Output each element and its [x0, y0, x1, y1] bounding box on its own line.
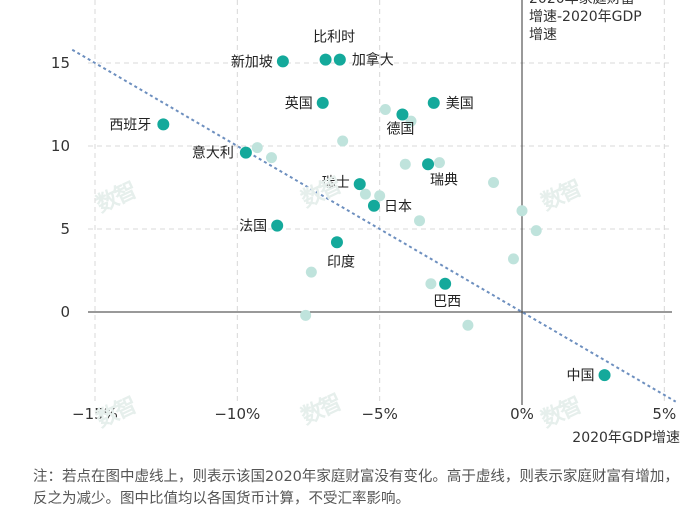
country-label: 德国 — [386, 121, 414, 137]
background-point — [433, 157, 445, 169]
country-point — [276, 55, 289, 68]
x-axis-label: 2020年GDP增速 — [572, 430, 680, 446]
background-point — [488, 177, 500, 189]
country-point — [316, 96, 329, 109]
background-point — [374, 190, 386, 202]
background-point — [251, 142, 263, 154]
x-tick-label: 0% — [510, 405, 534, 423]
country-label: 巴西 — [433, 294, 461, 310]
country-point — [598, 369, 611, 382]
country-label: 印度 — [327, 254, 355, 270]
y-tick-label: 5 — [60, 220, 70, 238]
background-point — [300, 309, 312, 321]
country-point — [157, 118, 170, 131]
background-point — [530, 225, 542, 237]
country-label: 美国 — [446, 96, 474, 112]
country-point — [422, 158, 435, 171]
country-point — [271, 219, 284, 232]
x-tick-label: 5% — [652, 405, 676, 423]
background-point — [265, 152, 277, 164]
country-point — [396, 108, 409, 121]
footnote: 注：若点在图中虚线上，则表示该国2020年家庭财富没有变化。高于虚线，则表示家庭… — [33, 469, 679, 507]
country-point — [239, 146, 252, 159]
background-point — [425, 278, 437, 290]
background-point — [462, 319, 474, 331]
background-point — [379, 103, 391, 115]
country-point — [427, 96, 440, 109]
country-point — [330, 236, 343, 249]
x-tick-label: −5% — [361, 405, 397, 423]
background-point — [305, 266, 317, 278]
country-point — [353, 178, 366, 191]
background-point — [414, 215, 426, 227]
background-point — [399, 158, 411, 170]
country-point — [367, 199, 380, 212]
y-tick-label: 10 — [51, 137, 70, 155]
background-point — [507, 253, 519, 265]
country-label: 法国 — [239, 219, 267, 235]
country-point — [333, 53, 346, 66]
country-point — [439, 277, 452, 290]
x-tick-label: −15% — [72, 405, 118, 423]
country-label: 瑞士 — [322, 175, 350, 191]
country-point — [319, 53, 332, 66]
country-label: 中国 — [567, 368, 595, 384]
country-label: 日本 — [384, 199, 412, 215]
background-point — [516, 205, 528, 217]
country-label: 加拿大 — [352, 52, 394, 69]
y-axis-label: 2020年家庭财富增速-2020年GDP增速 — [529, 0, 642, 43]
y-tick-label: 0 — [60, 303, 70, 321]
background-point — [405, 115, 417, 127]
y-tick-label: 15 — [51, 54, 70, 72]
background-point — [359, 188, 371, 200]
country-label: 意大利 — [192, 145, 234, 162]
reference-line — [71, 48, 677, 403]
country-label: 比利时 — [313, 30, 355, 46]
x-tick-label: −10% — [214, 405, 260, 423]
country-label: 瑞典 — [430, 172, 458, 188]
background-point — [337, 135, 349, 147]
country-label: 新加坡 — [231, 54, 273, 70]
country-label: 英国 — [285, 95, 313, 112]
country-label: 西班牙 — [109, 117, 151, 133]
